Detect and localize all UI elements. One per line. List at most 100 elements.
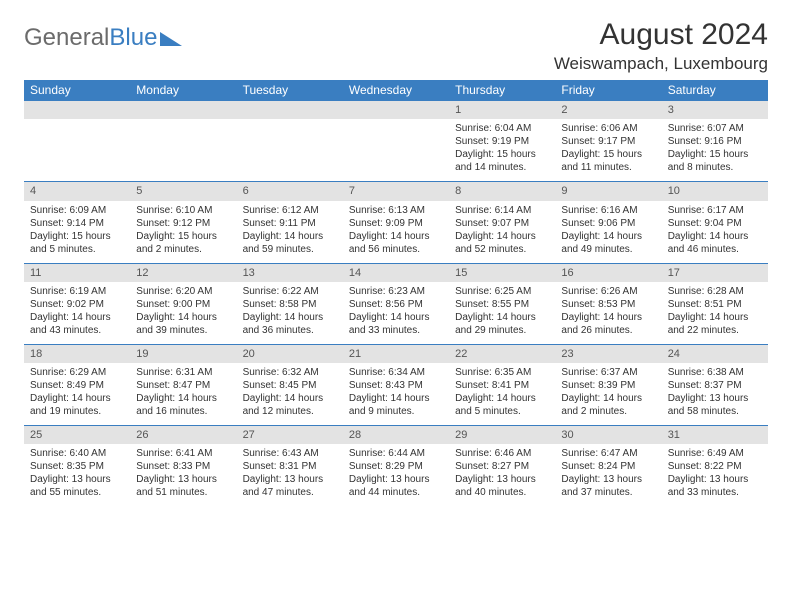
sunrise-line: Sunrise: 6:12 AM — [243, 204, 337, 217]
sunrise-line: Sunrise: 6:26 AM — [561, 285, 655, 298]
daylight-line: Daylight: 14 hours and 39 minutes. — [136, 311, 230, 337]
calendar-empty — [24, 101, 130, 182]
sunset-line: Sunset: 9:09 PM — [349, 217, 443, 230]
day-content: Sunrise: 6:40 AMSunset: 8:35 PMDaylight:… — [24, 444, 130, 506]
sunrise-line: Sunrise: 6:29 AM — [30, 366, 124, 379]
day-content: Sunrise: 6:22 AMSunset: 8:58 PMDaylight:… — [237, 282, 343, 344]
sunrise-line: Sunrise: 6:40 AM — [30, 447, 124, 460]
calendar-day: 17Sunrise: 6:28 AMSunset: 8:51 PMDayligh… — [662, 263, 768, 344]
daylight-line: Daylight: 14 hours and 5 minutes. — [455, 392, 549, 418]
sunrise-line: Sunrise: 6:09 AM — [30, 204, 124, 217]
sunset-line: Sunset: 9:12 PM — [136, 217, 230, 230]
day-content: Sunrise: 6:14 AMSunset: 9:07 PMDaylight:… — [449, 201, 555, 263]
sunrise-line: Sunrise: 6:31 AM — [136, 366, 230, 379]
day-content: Sunrise: 6:04 AMSunset: 9:19 PMDaylight:… — [449, 119, 555, 181]
daylight-line: Daylight: 13 hours and 51 minutes. — [136, 473, 230, 499]
sunset-line: Sunset: 8:37 PM — [668, 379, 762, 392]
daylight-line: Daylight: 14 hours and 52 minutes. — [455, 230, 549, 256]
calendar-row: 11Sunrise: 6:19 AMSunset: 9:02 PMDayligh… — [24, 263, 768, 344]
day-number: 27 — [237, 426, 343, 444]
sunset-line: Sunset: 8:53 PM — [561, 298, 655, 311]
daylight-line: Daylight: 14 hours and 56 minutes. — [349, 230, 443, 256]
day-content: Sunrise: 6:32 AMSunset: 8:45 PMDaylight:… — [237, 363, 343, 425]
day-content: Sunrise: 6:43 AMSunset: 8:31 PMDaylight:… — [237, 444, 343, 506]
month-title: August 2024 — [554, 18, 768, 52]
sunset-line: Sunset: 9:14 PM — [30, 217, 124, 230]
day-number: 8 — [449, 182, 555, 200]
calendar-day: 13Sunrise: 6:22 AMSunset: 8:58 PMDayligh… — [237, 263, 343, 344]
sunset-line: Sunset: 9:16 PM — [668, 135, 762, 148]
sunrise-line: Sunrise: 6:16 AM — [561, 204, 655, 217]
calendar-day: 4Sunrise: 6:09 AMSunset: 9:14 PMDaylight… — [24, 182, 130, 263]
day-number: 31 — [662, 426, 768, 444]
weekday-header: Saturday — [662, 80, 768, 101]
sunrise-line: Sunrise: 6:10 AM — [136, 204, 230, 217]
day-number: 12 — [130, 264, 236, 282]
sunset-line: Sunset: 9:02 PM — [30, 298, 124, 311]
sunrise-line: Sunrise: 6:47 AM — [561, 447, 655, 460]
location: Weiswampach, Luxembourg — [554, 54, 768, 74]
day-number: 11 — [24, 264, 130, 282]
sunset-line: Sunset: 8:22 PM — [668, 460, 762, 473]
day-number: 19 — [130, 345, 236, 363]
calendar-day: 8Sunrise: 6:14 AMSunset: 9:07 PMDaylight… — [449, 182, 555, 263]
calendar-day: 28Sunrise: 6:44 AMSunset: 8:29 PMDayligh… — [343, 426, 449, 507]
calendar-day: 30Sunrise: 6:47 AMSunset: 8:24 PMDayligh… — [555, 426, 661, 507]
daylight-line: Daylight: 14 hours and 19 minutes. — [30, 392, 124, 418]
calendar-day: 19Sunrise: 6:31 AMSunset: 8:47 PMDayligh… — [130, 344, 236, 425]
sunrise-line: Sunrise: 6:23 AM — [349, 285, 443, 298]
header: GeneralBlue August 2024 Weiswampach, Lux… — [24, 18, 768, 74]
daylight-line: Daylight: 13 hours and 55 minutes. — [30, 473, 124, 499]
weekday-header: Wednesday — [343, 80, 449, 101]
day-number: 21 — [343, 345, 449, 363]
sunrise-line: Sunrise: 6:25 AM — [455, 285, 549, 298]
sunset-line: Sunset: 9:06 PM — [561, 217, 655, 230]
calendar-row: 18Sunrise: 6:29 AMSunset: 8:49 PMDayligh… — [24, 344, 768, 425]
sunset-line: Sunset: 8:29 PM — [349, 460, 443, 473]
day-content: Sunrise: 6:19 AMSunset: 9:02 PMDaylight:… — [24, 282, 130, 344]
daylight-line: Daylight: 15 hours and 8 minutes. — [668, 148, 762, 174]
day-number: 24 — [662, 345, 768, 363]
daylight-line: Daylight: 14 hours and 33 minutes. — [349, 311, 443, 337]
daylight-line: Daylight: 14 hours and 9 minutes. — [349, 392, 443, 418]
sunrise-line: Sunrise: 6:06 AM — [561, 122, 655, 135]
weekday-header: Thursday — [449, 80, 555, 101]
daylight-line: Daylight: 14 hours and 36 minutes. — [243, 311, 337, 337]
weekday-header-row: SundayMondayTuesdayWednesdayThursdayFrid… — [24, 80, 768, 101]
sunrise-line: Sunrise: 6:04 AM — [455, 122, 549, 135]
daylight-line: Daylight: 15 hours and 2 minutes. — [136, 230, 230, 256]
day-content: Sunrise: 6:26 AMSunset: 8:53 PMDaylight:… — [555, 282, 661, 344]
sunrise-line: Sunrise: 6:22 AM — [243, 285, 337, 298]
calendar-row: 25Sunrise: 6:40 AMSunset: 8:35 PMDayligh… — [24, 426, 768, 507]
day-content: Sunrise: 6:31 AMSunset: 8:47 PMDaylight:… — [130, 363, 236, 425]
day-number: 26 — [130, 426, 236, 444]
calendar-day: 29Sunrise: 6:46 AMSunset: 8:27 PMDayligh… — [449, 426, 555, 507]
weekday-header: Tuesday — [237, 80, 343, 101]
day-number: 3 — [662, 101, 768, 119]
sunset-line: Sunset: 9:00 PM — [136, 298, 230, 311]
calendar-day: 12Sunrise: 6:20 AMSunset: 9:00 PMDayligh… — [130, 263, 236, 344]
calendar-day: 7Sunrise: 6:13 AMSunset: 9:09 PMDaylight… — [343, 182, 449, 263]
day-number: 1 — [449, 101, 555, 119]
calendar-day: 24Sunrise: 6:38 AMSunset: 8:37 PMDayligh… — [662, 344, 768, 425]
logo: GeneralBlue — [24, 18, 182, 52]
calendar-day: 6Sunrise: 6:12 AMSunset: 9:11 PMDaylight… — [237, 182, 343, 263]
day-number: 20 — [237, 345, 343, 363]
day-number: 5 — [130, 182, 236, 200]
day-number: 16 — [555, 264, 661, 282]
day-content: Sunrise: 6:38 AMSunset: 8:37 PMDaylight:… — [662, 363, 768, 425]
day-content-empty — [130, 119, 236, 181]
sunset-line: Sunset: 9:19 PM — [455, 135, 549, 148]
day-content: Sunrise: 6:49 AMSunset: 8:22 PMDaylight:… — [662, 444, 768, 506]
calendar-page: GeneralBlue August 2024 Weiswampach, Lux… — [0, 0, 792, 506]
day-content: Sunrise: 6:44 AMSunset: 8:29 PMDaylight:… — [343, 444, 449, 506]
day-number: 2 — [555, 101, 661, 119]
calendar-row: 1Sunrise: 6:04 AMSunset: 9:19 PMDaylight… — [24, 101, 768, 182]
calendar-day: 14Sunrise: 6:23 AMSunset: 8:56 PMDayligh… — [343, 263, 449, 344]
sunset-line: Sunset: 8:55 PM — [455, 298, 549, 311]
daylight-line: Daylight: 14 hours and 22 minutes. — [668, 311, 762, 337]
day-number: 9 — [555, 182, 661, 200]
sunrise-line: Sunrise: 6:49 AM — [668, 447, 762, 460]
day-number-empty — [130, 101, 236, 119]
sunset-line: Sunset: 8:45 PM — [243, 379, 337, 392]
